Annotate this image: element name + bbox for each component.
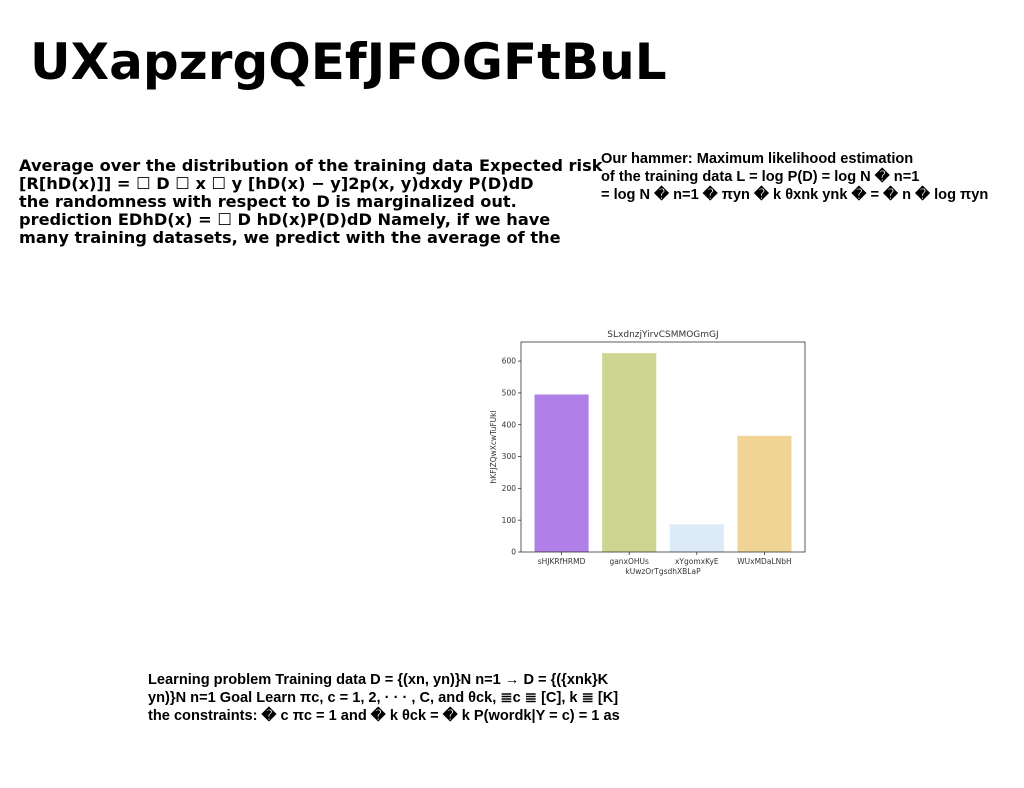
y-axis: 0 100 200 300 400 500 600 — [502, 357, 521, 557]
y-tick-label: 100 — [502, 516, 517, 525]
x-axis: sHJKRfHRMD ganxOHUs xYgomxKyE WUxMDaLNbH — [538, 552, 792, 566]
y-tick-label: 600 — [502, 357, 517, 366]
plot-frame — [520, 341, 806, 553]
text-block-bottom: Learning problem Training data D = {(xn,… — [148, 671, 620, 725]
text-line: of the training data L = log P(D) = log … — [601, 169, 920, 185]
text-line: prediction EDhD(x) = ☐ D hD(x)P(D)dD Nam… — [19, 210, 551, 229]
text-line: yn)}N n=1 Goal Learn πc, c = 1, 2, · · ·… — [148, 690, 619, 706]
text-line: the constraints: � c πc = 1 and � k θck … — [148, 708, 620, 724]
x-axis-label: kUwzOrTgsdhXBLaP — [625, 567, 701, 576]
bar-ganxOHUs — [602, 353, 657, 552]
chart-title: SLxdnzjYirvCSMMOGmGJ — [607, 330, 718, 340]
y-tick-label: 200 — [502, 484, 517, 493]
bar-WUxMDaLNbH — [737, 435, 792, 552]
text-block-right: Our hammer: Maximum likelihood estimatio… — [601, 150, 988, 204]
text-line: the randomness with respect to D is marg… — [19, 192, 517, 211]
y-tick-label: 400 — [502, 420, 517, 429]
bar-chart: SLxdnzjYirvCSMMOGmGJ 0 100 200 300 400 500 600… — [489, 330, 806, 576]
bar-sHJKRfHRMD — [534, 394, 589, 552]
page-title: UXapzrgQEfJFOGFtBuL — [30, 33, 667, 91]
bar-xYgomxKyE — [669, 524, 724, 552]
chart-bars — [534, 353, 792, 552]
x-tick-label: WUxMDaLNbH — [737, 557, 791, 566]
x-tick-label: ganxOHUs — [609, 557, 649, 566]
x-tick-label: xYgomxKyE — [675, 557, 719, 566]
y-tick-label: 500 — [502, 389, 517, 398]
text-line: = log N � n=1 � πyn � k θxnk ynk � = � n… — [601, 187, 989, 203]
text-line: Average over the distribution of the tra… — [19, 156, 603, 175]
text-block-left: Average over the distribution of the tra… — [19, 157, 603, 247]
y-tick-label: 0 — [511, 548, 516, 557]
x-tick-label: sHJKRfHRMD — [538, 557, 586, 566]
text-line: Learning problem Training data D = {(xn,… — [148, 672, 609, 688]
text-line: Our hammer: Maximum likelihood estimatio… — [601, 151, 914, 167]
y-axis-label: hKFJZQwXcwTuFUkl — [489, 410, 498, 483]
text-line: [R[hD(x)]] = ☐ D ☐ x ☐ y [hD(x) − y]2p(x… — [19, 174, 534, 193]
y-tick-label: 300 — [502, 452, 517, 461]
text-line: many training datasets, we predict with … — [19, 228, 561, 247]
